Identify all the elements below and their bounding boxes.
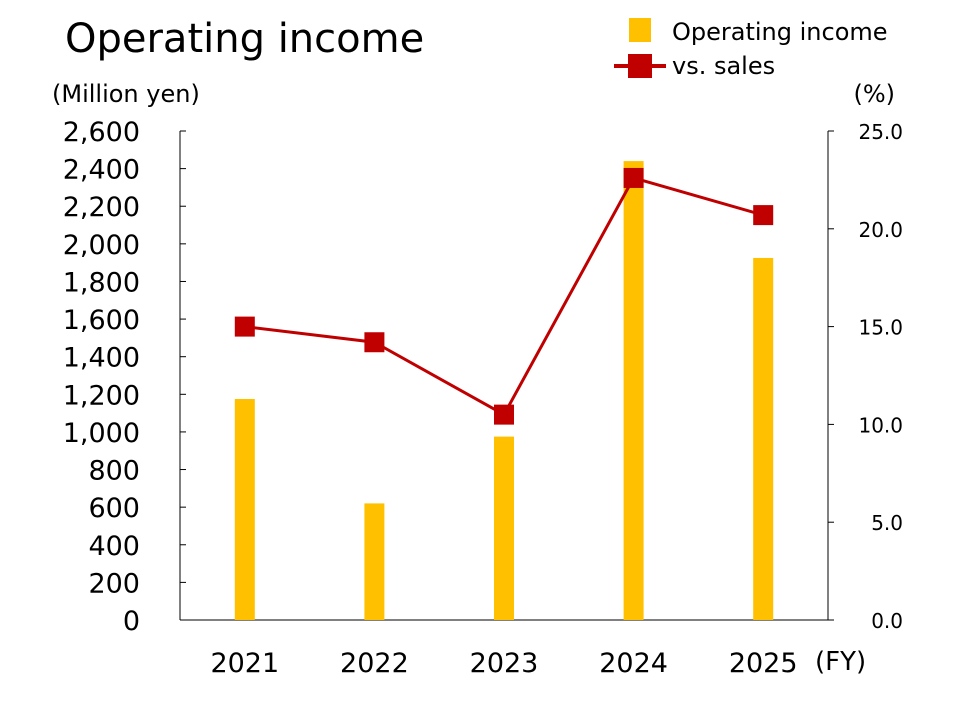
legend: Operating income vs. sales xyxy=(614,18,888,80)
ratio-marker-2022 xyxy=(364,332,385,353)
left-tick-label: 400 xyxy=(88,531,140,562)
left-tick-label: 200 xyxy=(88,568,140,599)
x-tick-label: 2023 xyxy=(470,648,539,679)
bar-2023 xyxy=(494,436,514,620)
right-tick-label: 10.0 xyxy=(858,413,903,437)
bar-2024 xyxy=(623,161,644,621)
x-axis-label: (FY) xyxy=(815,647,866,677)
left-tick-label: 2,400 xyxy=(63,155,140,186)
legend-marker xyxy=(628,54,652,78)
left-tick-label: 1,000 xyxy=(63,418,140,449)
ratio-line xyxy=(244,176,764,417)
right-tick-label: 15.0 xyxy=(858,316,903,340)
legend-label-line: vs. sales xyxy=(672,52,775,80)
ratio-marker-2021 xyxy=(234,316,255,337)
chart-title: Operating income xyxy=(65,16,424,62)
left-tick-label: 2,600 xyxy=(63,117,140,148)
x-tick-label: 2021 xyxy=(210,648,279,679)
legend-label-bar: Operating income xyxy=(672,18,888,46)
x-tick-label: 2025 xyxy=(729,648,798,679)
ratio-marker-2025 xyxy=(753,205,774,226)
x-tick-label: 2022 xyxy=(340,648,409,679)
x-tick-label: 2024 xyxy=(599,648,668,679)
left-tick-label: 2,200 xyxy=(63,192,140,223)
right-tick-label: 20.0 xyxy=(858,218,903,242)
legend-swatch-bar xyxy=(629,18,651,42)
left-tick-label: 1,800 xyxy=(63,267,140,298)
right-tick-label: 25.0 xyxy=(858,120,903,144)
left-tick-label: 0 xyxy=(123,606,140,637)
ratio-marker-2024 xyxy=(623,167,644,188)
bar-2022 xyxy=(364,503,385,620)
right-tick-label: 0.0 xyxy=(871,609,903,633)
right-axis-label: (%) xyxy=(853,80,895,108)
left-tick-label: 1,200 xyxy=(63,380,140,411)
left-tick-label: 1,400 xyxy=(63,343,140,374)
left-axis-label: (Million yen) xyxy=(52,80,200,108)
ratio-marker-2023 xyxy=(494,404,514,425)
left-tick-label: 600 xyxy=(88,493,140,524)
bar-2021 xyxy=(234,399,255,620)
left-tick-label: 2,000 xyxy=(63,230,140,261)
bar-2025 xyxy=(753,257,774,620)
right-tick-label: 5.0 xyxy=(871,511,903,535)
left-tick-label: 1,600 xyxy=(63,305,140,336)
left-tick-label: 800 xyxy=(88,456,140,487)
